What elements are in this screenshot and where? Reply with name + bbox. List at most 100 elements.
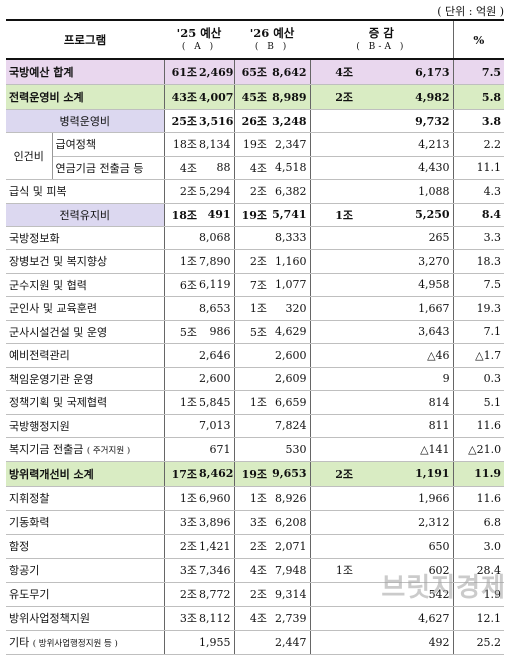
row-label: 군수지원 및 협력 <box>6 273 165 297</box>
row-label: 국방행정지원 <box>6 414 165 438</box>
budget-25-jo: 18조 <box>163 203 199 227</box>
budget-26-value: 8,926 <box>268 486 311 511</box>
change-value: 9 <box>354 367 454 391</box>
row-label: 기동화력 <box>6 510 165 535</box>
row-label-note: ( 방위사업행정지원 등 ) <box>32 639 118 649</box>
row-label: 예비전력관리 <box>6 343 165 368</box>
change-jo <box>309 249 355 274</box>
budget-25-jo: 1조 <box>163 390 199 415</box>
change-pct: 2.2 <box>452 132 505 157</box>
change-value: 265 <box>354 226 454 250</box>
table-row: 함정 2조 1,421 2조 2,071 650 3.0 <box>6 534 505 559</box>
row-label-text: 함정 <box>9 540 30 553</box>
change-pct: 18.3 <box>452 249 505 274</box>
row-label-text: 방위사업정책지원 <box>9 612 90 625</box>
change-jo <box>309 510 355 535</box>
budget-25-value: 2,469 <box>198 59 235 85</box>
budget-25-jo <box>163 630 199 655</box>
defense-budget-table: 프로그램 '25 예산( A ) '26 예산( B ) 증 감( B-A ) … <box>6 19 505 655</box>
budget-25-jo: 17조 <box>163 461 199 487</box>
table-row: 기동화력 3조 3,896 3조 6,208 2,312 6.8 <box>6 510 505 535</box>
budget-26-value: 7,948 <box>268 558 311 583</box>
budget-26-value: 7,824 <box>268 414 311 438</box>
budget-26-jo: 7조 <box>233 273 269 297</box>
change-jo <box>309 156 355 180</box>
budget-26-jo: 4조 <box>233 558 269 583</box>
change-jo: 1조 <box>309 203 355 227</box>
change-jo <box>309 320 355 344</box>
row-group-label: 인건비 <box>6 132 53 180</box>
row-label: 복지기금 전출금 ( 주거지원 ) <box>6 437 165 462</box>
budget-25-value: 6,119 <box>198 273 235 297</box>
row-label: 군사시설건설 및 운영 <box>6 320 165 344</box>
table-row: 전력유지비 18조 491 19조 5,741 1조 5,250 8.4 <box>6 203 505 227</box>
budget-26-jo: 1조 <box>233 486 269 511</box>
table-row: 지휘정찰 1조 6,960 1조 8,926 1,966 11.6 <box>6 486 505 511</box>
change-jo: 2조 <box>309 84 355 110</box>
budget-25-value: 8,134 <box>198 132 235 157</box>
row-label: 함정 <box>6 534 165 559</box>
row-label-text: 군인사 및 교육훈련 <box>9 302 97 316</box>
change-jo <box>309 343 355 368</box>
budget-26-jo <box>233 226 269 250</box>
budget-25-jo: 1조 <box>163 249 199 274</box>
row-label: 급여정책 <box>51 132 165 157</box>
budget-25-jo <box>163 343 199 368</box>
budget-26-jo: 4조 <box>233 606 269 631</box>
budget-26-value: 2,739 <box>268 606 311 631</box>
budget-25-jo: 2조 <box>163 179 199 204</box>
change-jo: 1조 <box>309 558 355 583</box>
budget-26-value: 1,077 <box>268 273 311 297</box>
table-row: 정책기획 및 국제협력 1조 5,845 1조 6,659 814 5.1 <box>6 390 505 415</box>
table-row: 복지기금 전출금 ( 주거지원 ) 671 530 △141 △21.0 <box>6 437 505 462</box>
budget-26-value: 1,160 <box>268 249 311 274</box>
change-jo <box>309 226 355 250</box>
budget-26-value: 4,629 <box>268 320 311 344</box>
row-label: 국방정보화 <box>6 226 165 250</box>
budget-26-value: 2,447 <box>268 630 311 655</box>
budget-25-jo: 4조 <box>163 156 199 180</box>
budget-25-jo <box>163 296 199 321</box>
change-value: 4,213 <box>354 132 454 157</box>
change-pct: 25.2 <box>452 630 505 655</box>
budget-26-jo <box>233 414 269 438</box>
budget-26-jo <box>233 367 269 391</box>
budget-26-value: 6,382 <box>268 179 311 204</box>
change-value: 492 <box>354 630 454 655</box>
budget-25-jo <box>163 414 199 438</box>
change-value: 4,982 <box>354 84 454 110</box>
budget-25-value: 5,845 <box>198 390 235 415</box>
table-row: 국방예산 합계 61조 2,469 65조 8,642 4조 6,173 7.5 <box>6 59 505 85</box>
change-value: 5,250 <box>354 203 454 227</box>
change-pct: 7.5 <box>452 59 505 85</box>
budget-26-value: 9,314 <box>268 582 311 607</box>
row-label: 기타 ( 방위사업행정지원 등 ) <box>6 630 165 655</box>
change-jo <box>309 273 355 297</box>
row-label-text: 정책기획 및 국제협력 <box>9 396 108 410</box>
table-row: 병력운영비 25조 3,516 26조 3,248 9,732 3.8 <box>6 109 505 133</box>
budget-25-value: 3,516 <box>198 109 235 133</box>
budget-26-value: 3,248 <box>268 109 311 133</box>
row-label: 항공기 <box>6 558 165 583</box>
row-label-note: ( 주거지원 ) <box>86 446 131 457</box>
budget-25-jo: 3조 <box>163 606 199 631</box>
budget-25-value: 3,896 <box>198 510 235 535</box>
row-label-text: 군사시설건설 및 운영 <box>9 325 108 339</box>
change-value: 602 <box>354 558 454 583</box>
budget-26-value: 9,653 <box>268 461 311 487</box>
budget-26-jo: 65조 <box>233 59 269 85</box>
row-label: 전력운영비 소계 <box>6 84 165 110</box>
budget-26-value: 6,659 <box>268 390 311 415</box>
change-pct: 11.6 <box>452 486 505 511</box>
change-jo <box>309 296 355 321</box>
budget-26-value: 530 <box>268 437 311 462</box>
change-jo <box>309 486 355 511</box>
row-label: 유도무기 <box>6 582 165 607</box>
row-label: 연금기금 전출금 등 <box>51 156 165 180</box>
budget-25-value: 5,294 <box>198 179 235 204</box>
change-value: 811 <box>354 414 454 438</box>
budget-26-value: 4,518 <box>268 156 311 180</box>
row-label-text: 기타 <box>9 636 30 649</box>
change-value: 4,958 <box>354 273 454 297</box>
budget-26-jo: 45조 <box>233 84 269 110</box>
